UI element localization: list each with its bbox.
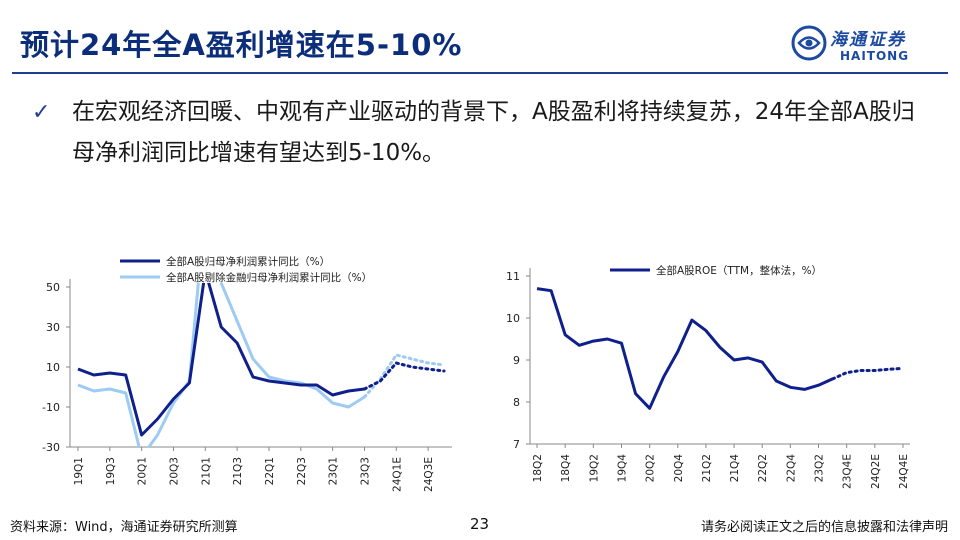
haitong-logo: 海通证券 HAITONG (790, 22, 940, 68)
x-tick-label: 19Q4 (616, 454, 628, 483)
y-tick-label: 11 (506, 270, 520, 283)
x-tick-label: 24Q3E (423, 457, 435, 492)
x-tick-label: 22Q1 (264, 457, 276, 485)
series-forecast-line (362, 361, 446, 391)
x-tick-label: 20Q3 (168, 457, 180, 485)
x-tick-label: 23Q2 (814, 454, 826, 482)
y-tick-label: 8 (513, 396, 520, 409)
x-tick-label: 20Q4 (673, 454, 685, 483)
y-tick-label: 50 (46, 281, 60, 294)
y-tick-label: 9 (513, 354, 520, 367)
profit-growth-chart: 50 30 10 -10 -30 19Q1 19Q3 20Q1 20Q3 21Q1 21Q3 22Q1… (42, 255, 452, 492)
legend-label: 全部A股剔除金融归母净利润累计同比（%） (166, 271, 372, 284)
x-tick-label: 19Q2 (588, 454, 600, 482)
series-line (77, 283, 366, 447)
bullet-point: ✓ 在宏观经济回暖、中观有产业驱动的背景下，A股盈利将持续复苏，24年全部A股归… (32, 92, 918, 174)
legend-label: 全部A股归母净利润累计同比（%） (166, 255, 330, 268)
haitong-logo-icon (791, 25, 827, 61)
x-tick-label: 22Q3 (296, 457, 308, 485)
page-number: 23 (470, 515, 490, 533)
series-forecast-line (831, 366, 905, 381)
x-tick-label: 20Q2 (645, 454, 657, 482)
checkmark-icon: ✓ (32, 100, 51, 125)
x-tick-label: 23Q4E (842, 454, 854, 489)
y-tick-label: 10 (506, 312, 520, 325)
y-tick-label: 7 (513, 438, 520, 451)
x-tick-label: 22Q4 (785, 454, 797, 483)
y-tick-label: -30 (42, 441, 60, 454)
x-tick-label: 23Q3 (359, 457, 371, 485)
x-tick-label: 22Q2 (757, 454, 769, 482)
x-tick-label: 20Q1 (137, 457, 149, 485)
plot-area (536, 287, 905, 410)
x-tick-label: 23Q1 (328, 457, 340, 485)
x-tick-label: 24Q4E (898, 454, 910, 489)
series-forecast-line (362, 353, 446, 399)
y-tick-label: 30 (46, 321, 60, 334)
x-tick-label: 21Q1 (200, 457, 212, 485)
title-divider (12, 72, 948, 74)
x-tick-label: 21Q3 (232, 457, 244, 485)
bullet-text: 在宏观经济回暖、中观有产业驱动的背景下，A股盈利将持续复苏，24年全部A股归母净… (72, 99, 915, 166)
footer-source: 资料来源：Wind，海通证券研究所测算 (10, 520, 238, 535)
slide-title: 预计24年全A盈利增速在5-10% (20, 28, 463, 62)
x-tick-label: 18Q2 (532, 454, 544, 482)
x-tick-label: 24Q2E (870, 454, 882, 489)
x-tick-label: 24Q1E (391, 457, 403, 492)
series-line (77, 283, 365, 437)
x-tick-label: 21Q4 (729, 454, 741, 483)
legend-label: 全部A股ROE（TTM，整体法，%） (656, 264, 822, 277)
x-tick-label: 18Q4 (560, 454, 572, 483)
y-tick-label: -10 (42, 401, 60, 414)
footer-disclaimer: 请务必阅读正文之后的信息披露和法律声明 (700, 520, 948, 535)
logo-en-text: HAITONG (840, 49, 910, 63)
x-tick-label: 21Q2 (701, 454, 713, 482)
roe-chart: 11 10 9 8 7 18Q2 18Q4 19Q2 19Q4 20Q2 20Q4 21Q2 21Q4 2… (506, 264, 910, 489)
x-tick-label: 19Q1 (73, 457, 85, 485)
logo-cn-text: 海通证券 (830, 30, 906, 50)
y-tick-label: 10 (46, 361, 60, 374)
series-line (536, 287, 834, 410)
plot-area (77, 283, 446, 447)
x-tick-label: 19Q3 (105, 457, 117, 485)
